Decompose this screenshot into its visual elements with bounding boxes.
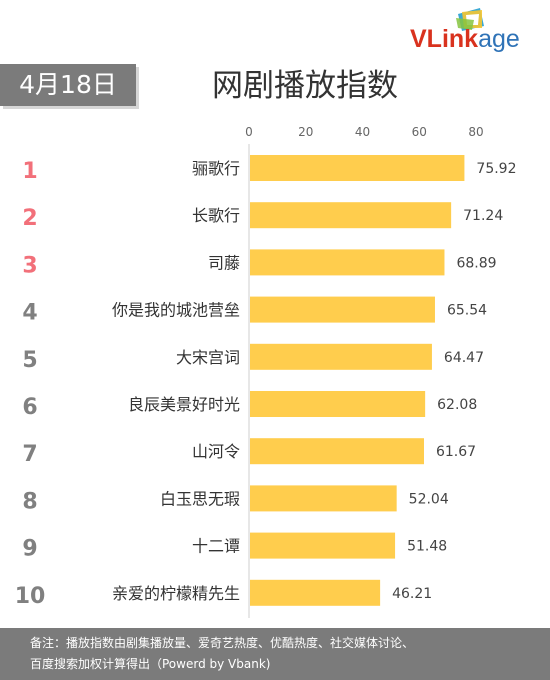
footer-line-1: 备注：播放指数由剧集播放量、爱奇艺热度、优酷热度、社交媒体讨论、 [30, 636, 415, 650]
value-label: 62.08 [437, 397, 477, 413]
rank-number: 6 [22, 395, 37, 420]
x-tick-label: 20 [298, 125, 313, 139]
bar [250, 532, 396, 559]
date-badge: 4月18日 [0, 64, 136, 106]
category-label: 十二谭 [192, 537, 240, 556]
rank-number: 10 [15, 584, 46, 609]
x-tick-label: 80 [468, 125, 483, 139]
rank-number: 2 [22, 206, 37, 231]
bar [250, 202, 452, 229]
bar [250, 485, 397, 512]
x-tick-label: 0 [245, 125, 253, 139]
category-label: 司藤 [208, 253, 240, 272]
value-label: 71.24 [463, 208, 503, 224]
bar-chart: 0 20 40 60 80 1 骊歌行 75.92 2 长歌行 71.24 3 司藤 68.89 4 你是我的… [15, 125, 517, 618]
rank-number: 1 [22, 159, 37, 184]
x-tick-label: 60 [412, 125, 427, 139]
bar [250, 579, 381, 606]
rank-number: 4 [22, 301, 37, 326]
logo-text: VLinkage [410, 25, 520, 53]
rank-number: 8 [22, 489, 37, 514]
value-label: 64.47 [444, 350, 484, 366]
category-label: 你是我的城池营垒 [112, 301, 240, 320]
rank-number: 5 [22, 348, 37, 373]
footer-line-2: 百度搜索加权计算得出（Powerd by Vbank) [30, 657, 271, 671]
category-label: 长歌行 [192, 206, 240, 225]
category-label: 大宋宫词 [176, 348, 240, 367]
category-label: 良辰美景好时光 [128, 395, 240, 414]
bar [250, 296, 435, 323]
category-label: 山河令 [192, 442, 240, 461]
value-label: 75.92 [476, 161, 516, 177]
rank-number: 7 [22, 442, 37, 467]
bar [250, 438, 424, 465]
value-label: 65.54 [447, 303, 487, 319]
logo-icon [456, 8, 484, 31]
value-label: 52.04 [409, 491, 449, 507]
category-label: 白玉思无瑕 [160, 489, 240, 508]
x-tick-label: 40 [355, 125, 370, 139]
value-label: 68.89 [456, 255, 496, 271]
bar [250, 249, 445, 276]
value-label: 46.21 [392, 586, 432, 602]
footer-note: 备注：播放指数由剧集播放量、爱奇艺热度、优酷热度、社交媒体讨论、 百度搜索加权计… [0, 628, 550, 680]
value-label: 51.48 [407, 539, 447, 555]
bar [250, 343, 432, 370]
rank-number: 9 [22, 537, 37, 562]
vlinkage-logo: VLinkage [410, 4, 540, 54]
value-label: 61.67 [436, 444, 476, 460]
rank-number: 3 [22, 253, 37, 278]
category-label: 骊歌行 [192, 159, 240, 178]
bar [250, 391, 426, 417]
category-label: 亲爱的柠檬精先生 [112, 584, 240, 603]
chart-title: 网剧播放指数 [212, 68, 398, 104]
bar [250, 155, 465, 181]
